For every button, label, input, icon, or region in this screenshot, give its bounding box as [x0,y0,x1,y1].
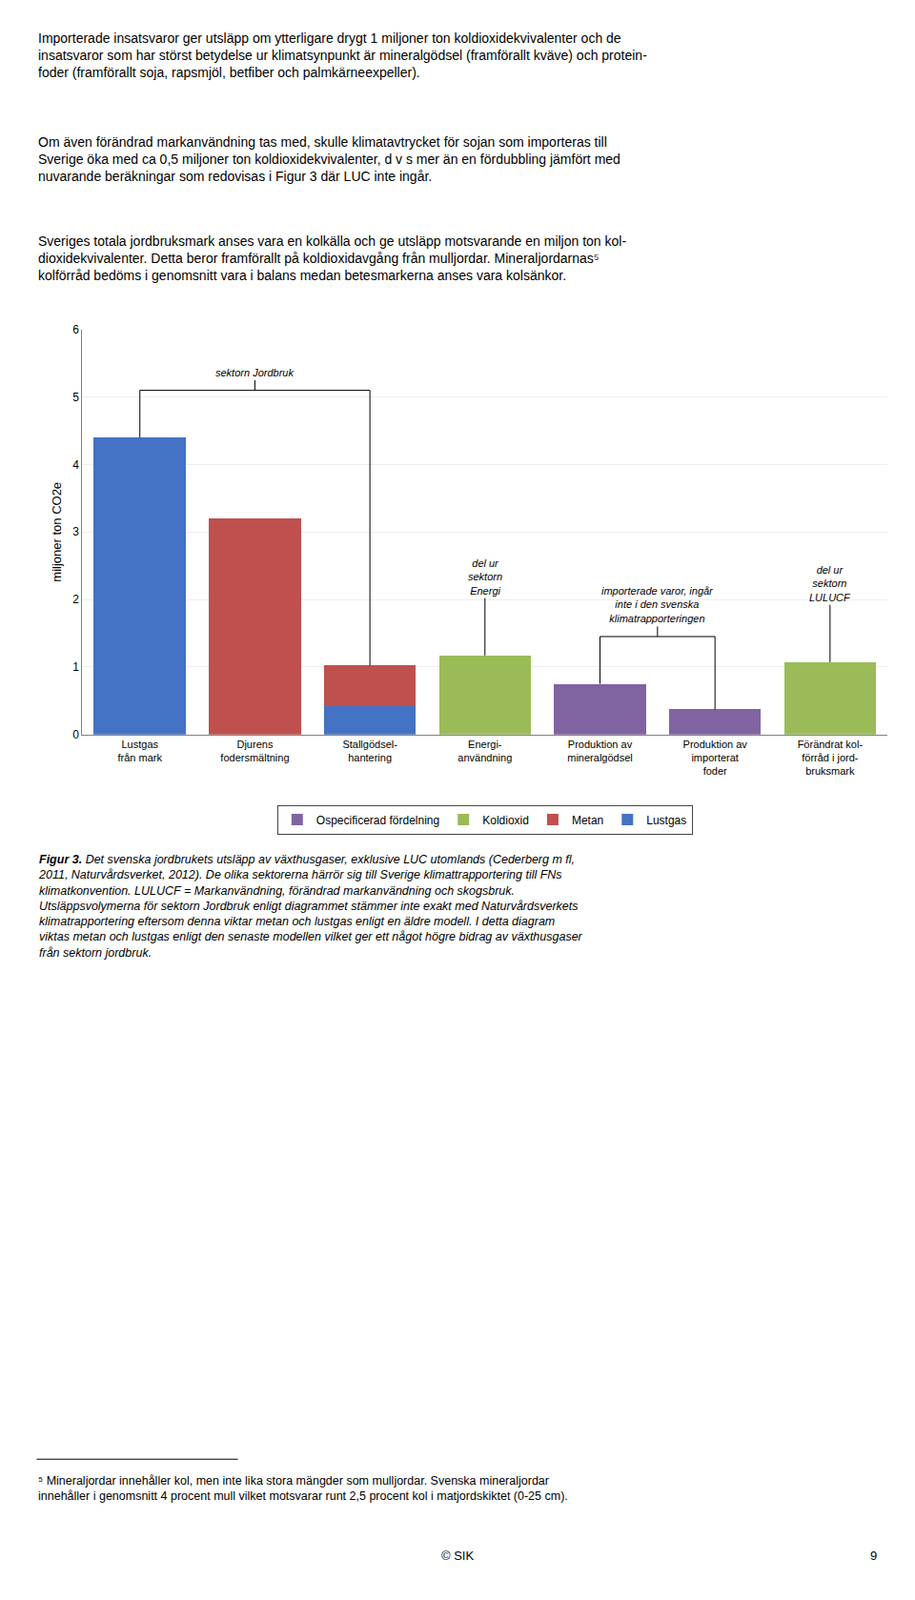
svg-text:Figur 3. Det svenska jordbruke: Figur 3. Det svenska jordbrukets utsläpp… [38,853,584,960]
svg-text:Djurensfodersmältning: Djurensfodersmältning [220,738,289,764]
svg-text:Importerade insatsvaror ger ut: Importerade insatsvaror ger utsläpp om y… [38,30,648,81]
svg-text:9: 9 [870,1548,877,1564]
svg-text:Metan: Metan [571,813,604,828]
svg-text:del ursektornEnergi: del ursektornEnergi [467,557,503,597]
svg-text:1: 1 [72,660,80,674]
svg-text:Koldioxid: Koldioxid [482,813,529,828]
svg-text:Produktion avimporteratfoder: Produktion avimporteratfoder [683,738,749,778]
svg-text:Sveriges totala jordbruksmark: Sveriges totala jordbruksmark anses vara… [38,233,627,284]
svg-text:© SIK: © SIK [441,1548,474,1564]
svg-text:importerade varor, ingårinte i: importerade varor, ingårinte i den svens… [601,585,714,625]
svg-text:sektorn Jordbruk: sektorn Jordbruk [215,366,294,379]
svg-text:3: 3 [72,525,80,539]
svg-text:⁵ Mineraljordar innehåller kol: ⁵ Mineraljordar innehåller kol, men inte… [38,1474,569,1504]
svg-text:miljoner ton CO2e: miljoner ton CO2e [49,482,64,583]
svg-text:del ursektornLULUCF: del ursektornLULUCF [809,564,852,604]
svg-text:6: 6 [72,323,80,337]
svg-text:2: 2 [72,592,80,607]
svg-text:0: 0 [72,728,80,742]
svg-text:Stallgödsel-hantering: Stallgödsel-hantering [342,738,398,764]
svg-text:Ospecificerad fördelning: Ospecificerad fördelning [316,813,440,828]
svg-text:5: 5 [72,390,80,405]
svg-text:4: 4 [72,458,80,472]
svg-text:Lustgas: Lustgas [646,813,687,828]
svg-text:Förändrat kol-förråd i jord-br: Förändrat kol-förråd i jord-bruksmark [797,738,864,778]
svg-text:Lustgasfrån mark: Lustgasfrån mark [118,738,163,764]
svg-text:Om även förändrad markanvändni: Om även förändrad markanvändning tas med… [38,134,621,184]
svg-text:Energi-användning: Energi-användning [457,738,512,764]
svg-text:Produktion avmineralgödsel: Produktion avmineralgödsel [567,738,632,764]
